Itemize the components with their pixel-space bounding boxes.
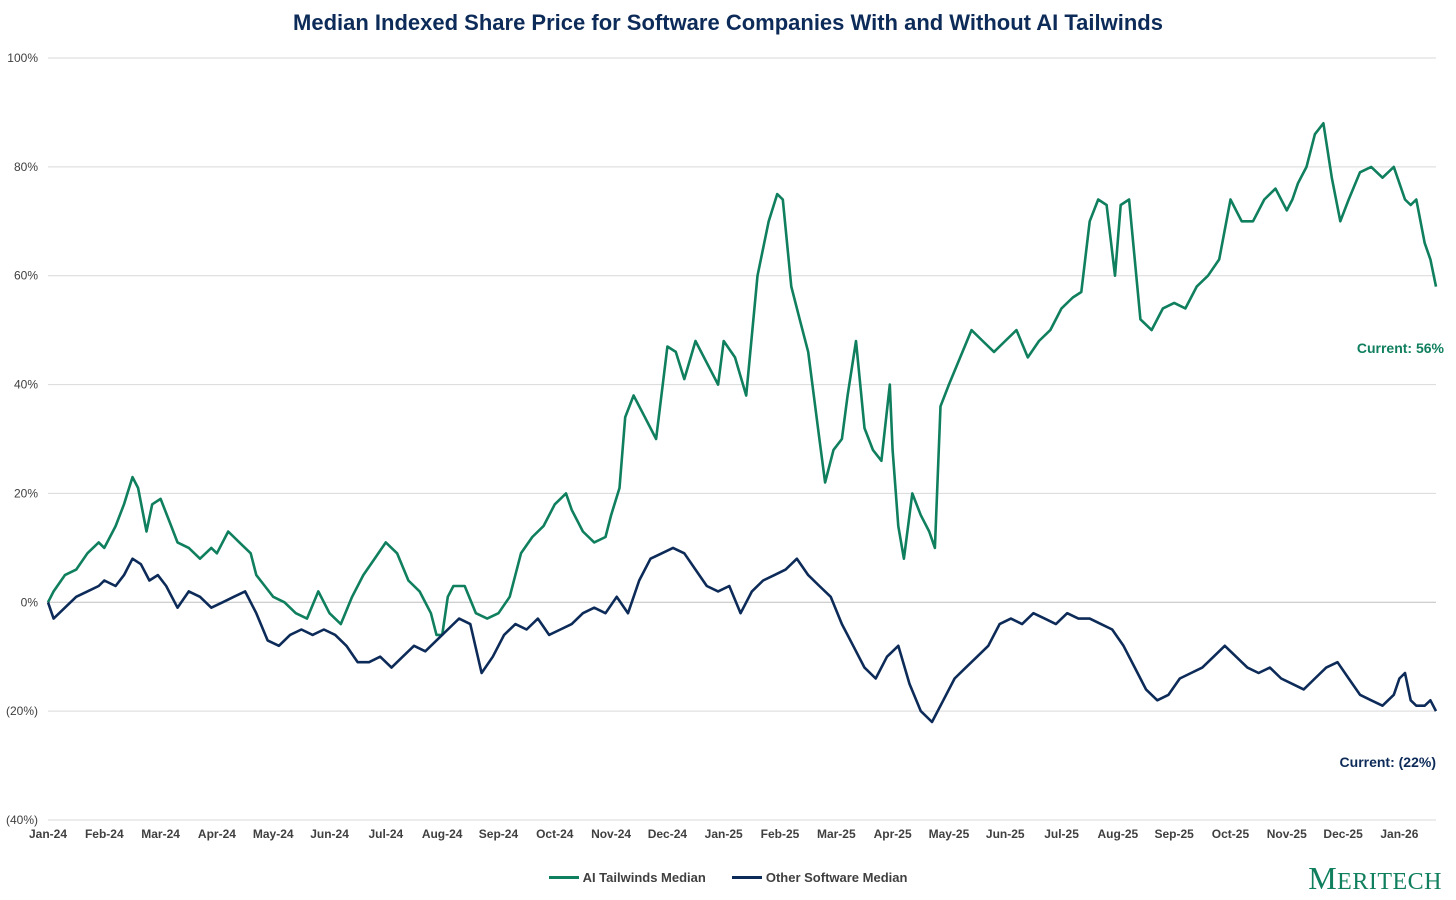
x-tick-label: Mar-24: [141, 827, 180, 841]
x-tick-label: Apr-25: [874, 827, 912, 841]
legend-label-other: Other Software Median: [765, 870, 908, 885]
x-tick-label: Jan-25: [705, 827, 743, 841]
y-tick-label: 100%: [7, 51, 38, 65]
x-tick-label: Sep-25: [1154, 827, 1194, 841]
x-tick-label: Jan-26: [1380, 827, 1418, 841]
x-tick-label: Jul-24: [369, 827, 404, 841]
x-tick-label: Feb-25: [761, 827, 800, 841]
legend-swatch-ai: [548, 876, 579, 879]
x-tick-label: Jun-25: [986, 827, 1025, 841]
y-tick-label: 0%: [21, 595, 39, 609]
x-tick-label: Dec-25: [1323, 827, 1363, 841]
x-tick-label: Aug-25: [1098, 827, 1139, 841]
x-tick-label: Mar-25: [817, 827, 856, 841]
x-tick-label: Jan-24: [29, 827, 67, 841]
legend-swatch-other: [731, 876, 762, 879]
legend-item-other: Other Software Median: [731, 870, 908, 885]
y-tick-label: 60%: [14, 269, 38, 283]
gridlines: [48, 57, 1436, 821]
y-tick-label: 80%: [14, 160, 38, 174]
series-lines: [46, 122, 1438, 724]
x-tick-label: Nov-24: [591, 827, 631, 841]
y-tick-label: 40%: [14, 378, 38, 392]
x-tick-labels: Jan-24 Feb-24 Mar-24 Apr-24 May-24 Jun-24 Jul-…: [29, 827, 1419, 841]
legend-label-ai: AI Tailwinds Median: [582, 870, 706, 885]
x-tick-label: Dec-24: [648, 827, 688, 841]
x-tick-label: Feb-24: [85, 827, 124, 841]
series-line-other-software: [46, 546, 1438, 724]
x-tick-label: Jun-24: [310, 827, 349, 841]
x-tick-label: May-25: [929, 827, 970, 841]
x-tick-label: Oct-24: [536, 827, 574, 841]
y-tick-labels: 100% 80% 60% 40% 20% 0% (20%) (40%): [6, 51, 38, 827]
chart-title: Median Indexed Share Price for Software …: [293, 10, 1163, 35]
legend-item-ai: AI Tailwinds Median: [548, 870, 706, 885]
y-tick-label: 20%: [14, 486, 38, 500]
x-tick-label: Apr-24: [198, 827, 236, 841]
series-line-ai-tailwinds: [46, 122, 1438, 637]
meritech-logo: MERITECH: [1308, 860, 1442, 896]
x-tick-label: Jul-25: [1044, 827, 1079, 841]
legend: AI Tailwinds Median Other Software Media…: [0, 870, 1456, 885]
y-tick-label: (20%): [6, 704, 38, 718]
x-tick-label: May-24: [253, 827, 294, 841]
x-tick-label: Sep-24: [479, 827, 519, 841]
x-tick-label: Oct-25: [1212, 827, 1250, 841]
annotation-other-current: Current: (22%): [1340, 754, 1436, 770]
y-tick-label: (40%): [6, 813, 38, 827]
annotation-ai-current: Current: 56%: [1357, 340, 1445, 356]
x-tick-label: Nov-25: [1267, 827, 1307, 841]
x-tick-label: Aug-24: [422, 827, 463, 841]
